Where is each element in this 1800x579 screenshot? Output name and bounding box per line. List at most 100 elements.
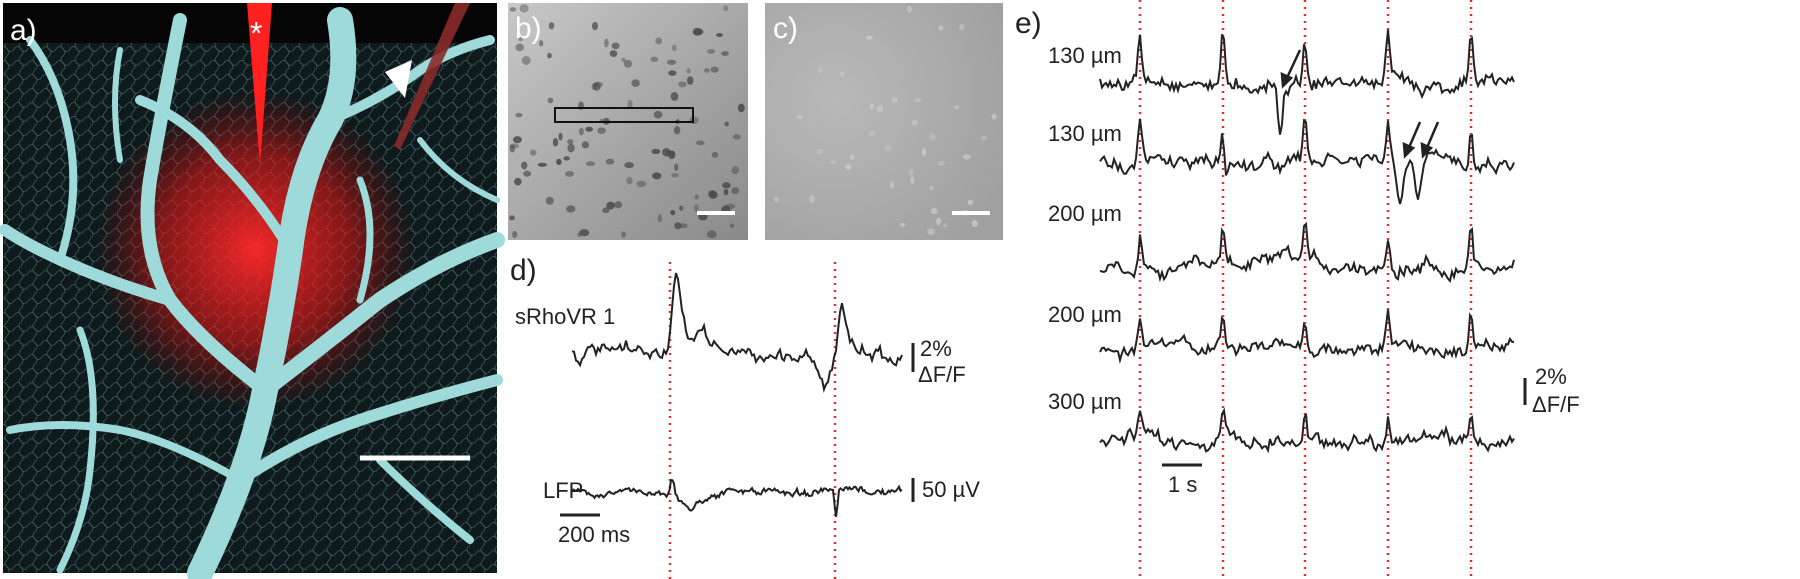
cell <box>552 138 559 147</box>
cell <box>686 68 691 74</box>
trace <box>1099 309 1515 364</box>
cell <box>722 182 731 189</box>
cell <box>818 66 823 74</box>
scale-label: 200 ms <box>558 522 630 547</box>
scale-label: 1 s <box>1168 472 1197 497</box>
cell <box>930 207 938 215</box>
cell <box>621 57 626 62</box>
cell <box>980 135 988 141</box>
cell <box>655 37 663 45</box>
cell <box>577 232 582 238</box>
cell <box>914 98 922 103</box>
cell <box>591 21 599 31</box>
panel-c: c) <box>765 3 1003 240</box>
cell <box>694 204 699 213</box>
cell <box>521 161 528 170</box>
cell <box>921 148 927 156</box>
cell <box>609 50 618 57</box>
cell <box>624 162 634 169</box>
cell <box>636 180 647 188</box>
cell <box>962 154 971 160</box>
arrows <box>1280 49 1440 159</box>
scale-label: ΔF/F <box>918 362 966 387</box>
panel-label: e) <box>1015 7 1042 40</box>
cell <box>943 223 948 228</box>
vessels <box>0 7 505 579</box>
cell <box>672 44 677 52</box>
cell <box>694 194 699 200</box>
cell <box>967 199 974 206</box>
cell <box>721 51 729 56</box>
roi-box <box>554 107 694 123</box>
cell <box>523 170 532 177</box>
cell <box>889 181 895 189</box>
cell <box>604 38 609 48</box>
depth-label: 200 µm <box>1048 302 1122 327</box>
cell <box>515 112 523 118</box>
cell <box>937 160 945 166</box>
cell <box>567 143 575 153</box>
cell <box>530 149 537 156</box>
cell <box>578 127 584 136</box>
panel-d: d) sRhoVR 1 LFP 2% ΔF/F 50 µV 200 ms <box>510 254 980 579</box>
cell <box>515 43 524 52</box>
panel-label: c) <box>773 12 798 45</box>
cell <box>547 97 554 104</box>
scale-label: 2% <box>920 336 952 361</box>
depth-label: 130 µm <box>1048 121 1122 146</box>
cell <box>787 19 794 24</box>
cell <box>657 213 662 223</box>
cell <box>591 82 597 91</box>
cell <box>650 56 659 62</box>
cell <box>651 148 661 155</box>
panel-label: d) <box>510 254 537 287</box>
trace <box>571 272 903 393</box>
panel-label: a) <box>10 14 37 47</box>
cell <box>581 141 590 149</box>
cell <box>927 228 935 236</box>
cell <box>876 105 884 113</box>
cell <box>774 197 779 203</box>
depth-label: 300 µm <box>1048 389 1122 414</box>
cell <box>674 222 682 230</box>
cell <box>929 133 936 142</box>
cell <box>509 215 515 221</box>
cells <box>774 5 997 236</box>
cell <box>991 113 997 120</box>
cell <box>512 136 522 144</box>
cell <box>519 4 529 13</box>
cell <box>566 205 576 213</box>
cell <box>809 195 815 204</box>
cell <box>908 168 914 177</box>
cell <box>910 176 915 184</box>
cell <box>626 176 633 185</box>
cell <box>547 52 552 59</box>
cells <box>509 4 745 239</box>
cell <box>911 120 918 126</box>
scale-label: 2% <box>1535 364 1567 389</box>
cell <box>829 160 836 165</box>
cell <box>597 127 606 135</box>
trace <box>1099 29 1515 135</box>
panel-e: e) 130 µm 130 µm 200 µm 200 µm 300 µm 2%… <box>1015 0 1580 579</box>
cell <box>796 115 803 120</box>
pipette-marker: * <box>250 15 262 51</box>
cell <box>731 187 740 195</box>
cell <box>611 42 620 50</box>
cell <box>614 201 623 209</box>
cell <box>679 205 684 211</box>
cell <box>723 5 729 12</box>
cell <box>670 210 676 216</box>
cell <box>564 170 575 177</box>
depth-label: 130 µm <box>1048 43 1122 68</box>
cell <box>671 173 679 178</box>
cell <box>605 158 615 165</box>
cell <box>509 143 520 149</box>
cell <box>670 92 679 101</box>
panel-label: b) <box>515 12 542 45</box>
cell <box>606 201 615 210</box>
cell <box>538 40 544 47</box>
trace <box>1099 407 1515 454</box>
cell <box>938 25 944 31</box>
cell <box>693 28 704 36</box>
